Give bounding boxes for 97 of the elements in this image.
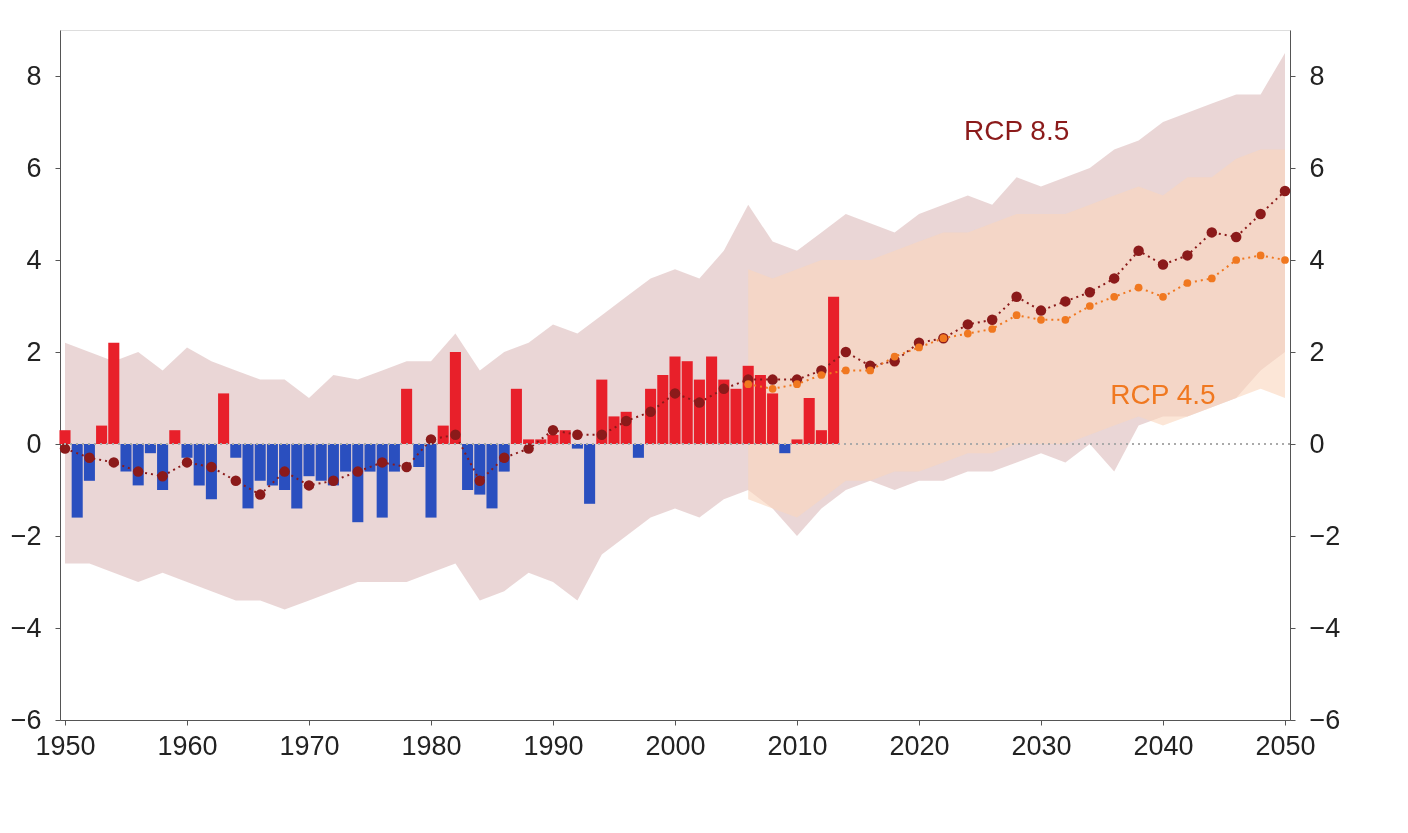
point xyxy=(474,475,486,487)
point xyxy=(523,443,534,454)
point xyxy=(1110,292,1119,301)
point xyxy=(279,466,290,477)
point xyxy=(328,475,339,487)
y-tick-label: −2 xyxy=(10,520,42,551)
y2-tick-label: −2 xyxy=(1309,520,1341,551)
point xyxy=(988,325,997,333)
point xyxy=(866,366,875,375)
point xyxy=(181,457,193,468)
point xyxy=(841,366,850,375)
point xyxy=(1011,291,1022,303)
x-tick-label: 1990 xyxy=(523,730,584,761)
point xyxy=(817,371,826,379)
point xyxy=(498,452,510,464)
point xyxy=(915,343,923,352)
point xyxy=(1060,296,1071,307)
point xyxy=(1232,256,1241,264)
point xyxy=(1230,231,1242,243)
point xyxy=(1281,256,1289,264)
point xyxy=(986,314,998,326)
point xyxy=(1035,305,1047,316)
point xyxy=(1255,208,1266,220)
bar xyxy=(59,430,71,444)
point xyxy=(890,352,899,361)
x-tick-label: 2000 xyxy=(645,730,706,761)
bar xyxy=(632,444,644,458)
point xyxy=(1085,302,1094,310)
point xyxy=(768,384,777,393)
y-tick-label: 2 xyxy=(26,336,42,367)
point xyxy=(1133,245,1144,257)
point xyxy=(425,434,437,445)
point xyxy=(694,397,705,408)
point xyxy=(1183,279,1192,287)
point xyxy=(1279,185,1291,197)
point xyxy=(1182,250,1193,261)
point xyxy=(401,461,412,473)
point xyxy=(1084,286,1096,298)
point xyxy=(572,429,583,441)
point xyxy=(1134,283,1143,292)
point xyxy=(767,374,778,385)
y-tick-label: 0 xyxy=(26,428,42,459)
point xyxy=(962,319,974,330)
text: RCP 4.5 xyxy=(1110,378,1216,410)
x-tick-label: 2040 xyxy=(1133,730,1194,761)
y2-tick-label: 6 xyxy=(1309,152,1325,183)
point xyxy=(108,457,120,468)
point xyxy=(303,480,315,491)
point xyxy=(1256,251,1265,260)
point xyxy=(1157,259,1169,270)
bar xyxy=(169,430,181,444)
point xyxy=(1206,227,1218,238)
bar xyxy=(401,388,413,444)
point xyxy=(963,329,972,338)
point xyxy=(1037,315,1045,324)
point xyxy=(1159,292,1167,301)
y-tick-label: 8 xyxy=(26,60,42,91)
point xyxy=(157,470,168,482)
y-tick-label: 6 xyxy=(26,152,42,183)
point xyxy=(547,424,559,436)
point xyxy=(450,429,461,441)
y2-tick-label: −4 xyxy=(1309,612,1341,643)
y-tick-label: 4 xyxy=(26,244,42,275)
x-tick-label: 2020 xyxy=(889,730,950,761)
point xyxy=(206,461,217,473)
bar xyxy=(779,444,791,454)
point xyxy=(744,380,753,389)
point xyxy=(230,475,242,487)
point xyxy=(645,406,656,418)
point xyxy=(376,457,388,468)
y-tick-label: −4 xyxy=(10,612,42,643)
point xyxy=(1108,273,1120,284)
y2-tick-label: 0 xyxy=(1309,428,1325,459)
point xyxy=(1061,315,1070,324)
x-tick-label: 1960 xyxy=(157,730,218,761)
point xyxy=(59,443,71,454)
point xyxy=(669,388,681,399)
text: RCP 8.5 xyxy=(963,115,1070,147)
x-tick-label: 1980 xyxy=(401,730,462,761)
point xyxy=(254,489,266,500)
point xyxy=(596,429,608,441)
y2-tick-label: 4 xyxy=(1309,244,1325,275)
point xyxy=(84,452,95,464)
point xyxy=(840,346,852,358)
x-tick-label: 1970 xyxy=(279,730,340,761)
x-tick-label: 2030 xyxy=(1011,730,1072,761)
y2-tick-label: 8 xyxy=(1309,60,1325,91)
point xyxy=(620,415,632,427)
x-tick-label: 2010 xyxy=(767,730,828,761)
point xyxy=(1012,311,1021,320)
point xyxy=(793,380,801,389)
point xyxy=(718,383,730,395)
point xyxy=(1207,274,1216,283)
point xyxy=(352,466,364,477)
y2-tick-label: 2 xyxy=(1309,336,1325,367)
point xyxy=(132,466,144,477)
bar xyxy=(218,393,230,444)
